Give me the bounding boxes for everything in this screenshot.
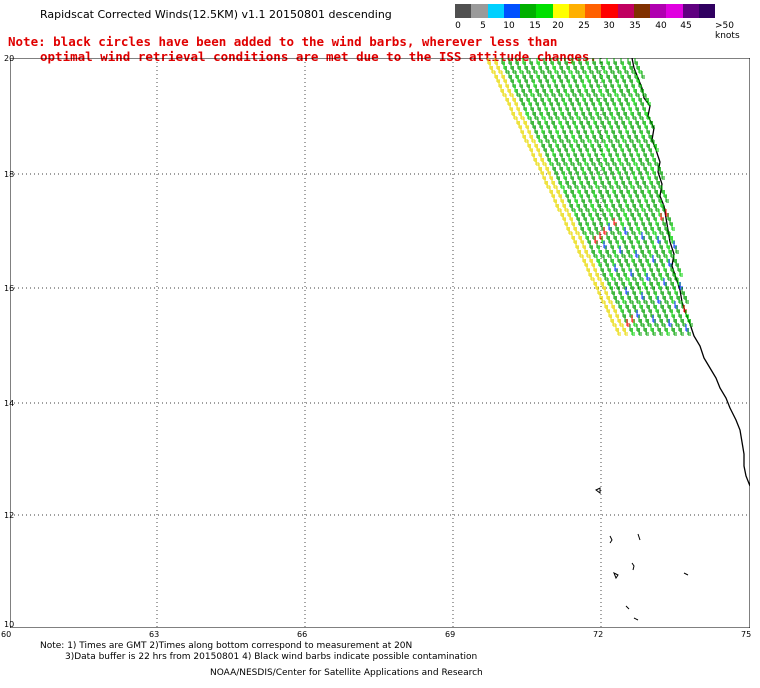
color-scale-label: 20 xyxy=(552,21,564,31)
color-scale-label: 5 xyxy=(480,21,486,31)
color-scale-swatch xyxy=(568,4,585,18)
wind-barb xyxy=(638,328,642,336)
latitude-label: 12 xyxy=(4,511,15,520)
wind-barb xyxy=(641,71,645,79)
note-line-1: Note: black circles have been added to t… xyxy=(8,34,558,49)
color-scale-swatch xyxy=(503,4,520,18)
wind-barb xyxy=(617,328,621,336)
color-scale-label: 40 xyxy=(655,21,667,31)
color-scale-label: 10 xyxy=(503,21,515,31)
latitude-label: 10 xyxy=(4,620,15,629)
color-scale-swatch xyxy=(666,4,683,18)
longitude-label: 69 xyxy=(445,630,456,639)
color-scale-swatch xyxy=(682,4,699,18)
color-scale-label: 30 xyxy=(603,21,615,31)
color-scale-swatch xyxy=(698,4,715,18)
wind-speed-color-scale xyxy=(455,4,715,18)
color-scale-swatch xyxy=(552,4,569,18)
wind-barb xyxy=(671,223,675,231)
wind-barb xyxy=(652,328,656,336)
longitude-label: 60 xyxy=(1,630,12,639)
color-scale-swatch xyxy=(520,4,537,18)
footer-note-2: 3)Data buffer is 22 hrs from 20150801 4)… xyxy=(65,652,478,662)
latitude-label: 18 xyxy=(4,170,15,179)
wind-barb xyxy=(673,328,677,336)
wind-barbs xyxy=(487,58,693,336)
gridlines xyxy=(10,58,750,628)
longitude-label: 72 xyxy=(593,630,604,639)
wind-barb xyxy=(687,328,691,336)
note-line-2: optimal wind retrieval conditions are me… xyxy=(40,49,597,64)
color-scale-swatch xyxy=(617,4,634,18)
wind-map xyxy=(10,58,750,628)
wind-barb xyxy=(645,328,649,336)
color-scale-swatch xyxy=(536,4,553,18)
color-scale-label: 25 xyxy=(578,21,590,31)
latitude-label: 14 xyxy=(4,399,15,408)
color-scale-swatch xyxy=(471,4,488,18)
footer-credit: NOAA/NESDIS/Center for Satellite Applica… xyxy=(210,668,483,678)
wind-barb xyxy=(685,296,689,304)
wind-barb xyxy=(666,328,670,336)
wind-barb xyxy=(659,328,663,336)
wind-barb xyxy=(655,144,659,152)
color-scale-label: 15 xyxy=(529,21,541,31)
color-scale-swatch xyxy=(601,4,618,18)
map-frame xyxy=(10,58,750,628)
wind-barb xyxy=(689,319,693,327)
color-scale-label: 0 xyxy=(455,21,461,31)
latitude-label: 16 xyxy=(4,284,15,293)
wind-barb xyxy=(624,328,628,336)
wind-barb xyxy=(647,98,651,106)
wind-barb xyxy=(675,246,679,254)
color-scale-swatch xyxy=(650,4,667,18)
color-scale-label: >50 knots xyxy=(715,21,740,41)
latitude-label: 20 xyxy=(4,54,15,63)
color-scale-swatch xyxy=(455,4,472,18)
islands xyxy=(595,487,689,621)
footer-note-1: Note: 1) Times are GMT 2)Times along bot… xyxy=(40,641,413,651)
color-scale-swatch xyxy=(585,4,602,18)
color-scale-label: 35 xyxy=(629,21,641,31)
wind-barb xyxy=(680,328,684,336)
wind-barb xyxy=(665,195,669,203)
wind-barb xyxy=(651,121,655,129)
wind-barb xyxy=(631,328,635,336)
color-scale-swatch xyxy=(487,4,504,18)
longitude-label: 63 xyxy=(149,630,160,639)
wind-barb xyxy=(661,172,665,180)
longitude-label: 75 xyxy=(741,630,752,639)
longitude-label: 66 xyxy=(297,630,308,639)
map-title: Rapidscat Corrected Winds(12.5KM) v1.1 2… xyxy=(40,8,392,21)
wind-barb xyxy=(679,269,683,277)
color-scale-label: 45 xyxy=(680,21,692,31)
color-scale-swatch xyxy=(633,4,650,18)
